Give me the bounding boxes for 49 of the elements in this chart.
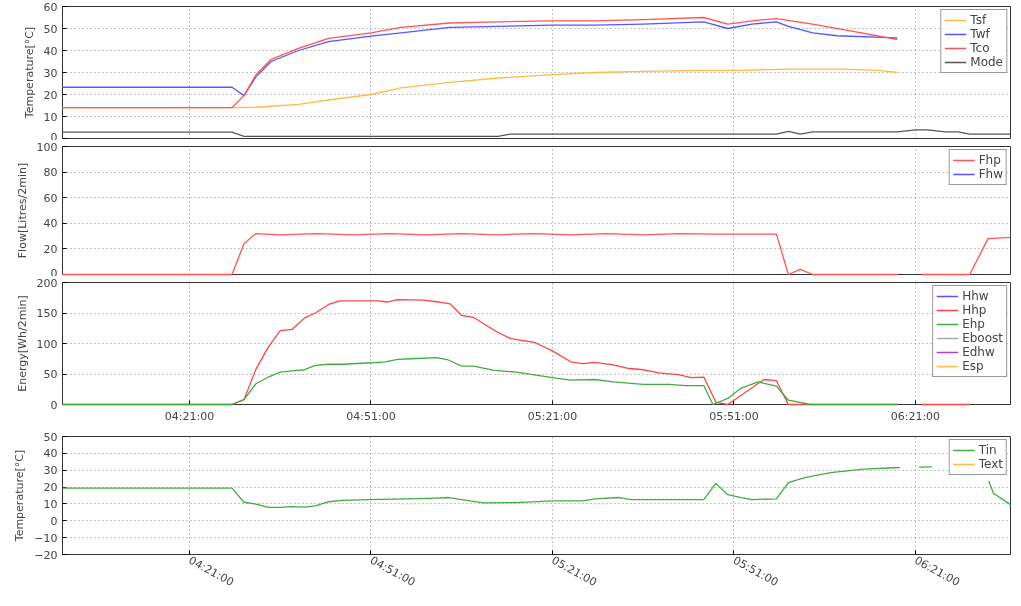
y-tick-label: 40 [43,217,58,231]
x-tick-label: 04:21:00 [164,409,215,423]
legend-label: Eboost [962,331,1003,345]
y-tick-label: 20 [43,242,58,256]
legend-label: Fhp [978,153,1001,167]
legend-label: Tin [978,443,998,457]
legend-label: Tco [970,41,991,55]
y-axis-title: Temperature[°C] [13,449,27,543]
y-tick-label: 10 [43,497,58,511]
y-tick-label: 40 [43,447,58,461]
y-tick-label: 20 [43,88,58,102]
legend-label: Tsf [970,13,988,27]
line-series [61,21,898,97]
y-tick-label: 30 [43,66,58,80]
x-tick-label: 05:51:00 [709,409,759,423]
legend-label: Mode [970,55,1003,69]
legend-label: Fhw [978,167,1003,181]
y-axis-title: Flow[Litres/2min] [15,162,29,259]
y-tick-label: 0 [50,398,58,412]
y-tick-label: −20 [34,548,58,562]
y-tick-label: 50 [43,430,58,444]
y-tick-label: 10 [43,110,58,124]
legend-label: Twf [970,27,991,41]
x-tick-label: 06:21:00 [890,409,941,423]
legend-label: Hhp [962,303,987,317]
y-tick-label: 20 [43,481,58,495]
legend-label: Text [978,457,1003,471]
y-tick-label: 60 [43,0,58,14]
x-tick-label: 05:21:00 [527,409,578,423]
legend-label: Esp [962,359,984,373]
y-tick-label: 150 [36,307,58,320]
legend-label: Ehp [962,317,985,331]
y-tick-label: 50 [43,22,58,36]
y-tick-label: −10 [34,531,58,545]
y-tick-label: 40 [43,44,58,58]
y-tick-label: 60 [43,191,58,205]
y-tick-label: 100 [36,337,58,351]
legend-label: Edhw [962,345,995,359]
y-tick-label: 50 [43,368,58,381]
y-tick-label: 30 [43,464,58,478]
line-series [61,16,898,109]
y-axis-title: Energy[Wh/2min] [15,295,29,392]
y-tick-label: 0 [50,514,58,528]
legend-label: Hhw [962,289,989,303]
y-tick-label: 80 [43,166,58,180]
line-series [61,129,1012,137]
y-axis-title: Temperature[°C] [22,26,36,120]
line-series [61,356,898,406]
x-tick-label: 04:51:00 [346,409,396,423]
